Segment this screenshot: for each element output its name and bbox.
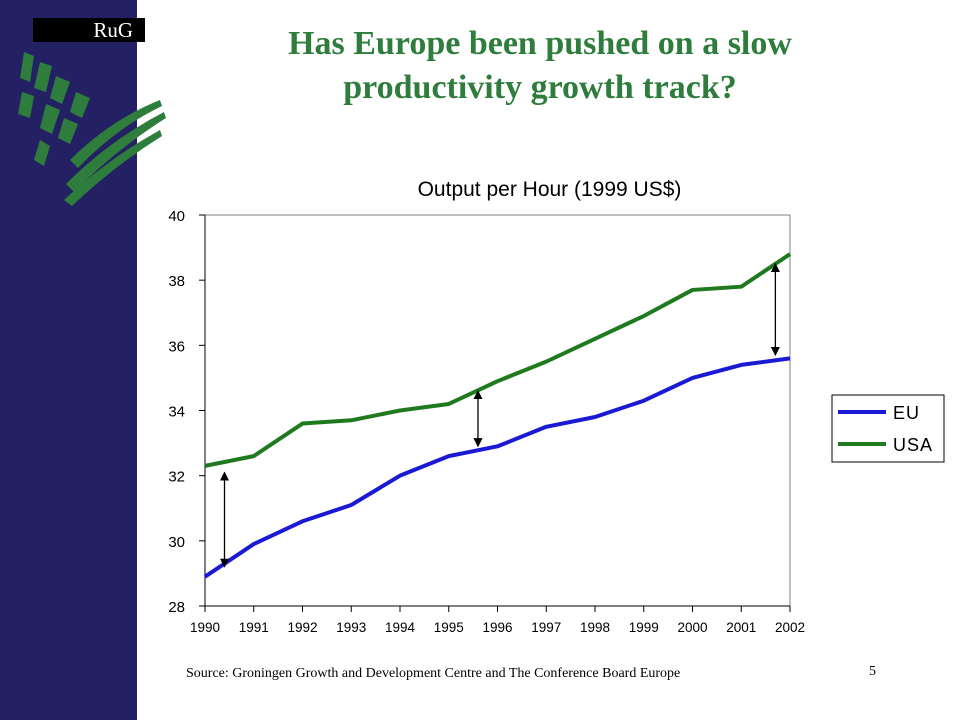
source-note: Source: Groningen Growth and Development… (186, 666, 681, 681)
x-tick-label: 1991 (239, 620, 269, 635)
logo-box (33, 18, 145, 42)
x-tick-label: 1997 (531, 620, 561, 635)
x-tick-label: 1995 (434, 620, 464, 635)
x-tick-label: 2001 (726, 620, 756, 635)
y-tick-label: 38 (168, 273, 185, 290)
plot-area (204, 214, 791, 607)
y-tick-label: 32 (168, 469, 185, 486)
title-line-1: Has Europe been pushed on a slow (288, 25, 792, 62)
slide-title: Has Europe been pushed on a slow product… (160, 22, 920, 110)
x-tick-label: 1992 (287, 620, 317, 635)
chart-title: Output per Hour (1999 US$) (418, 178, 682, 201)
x-tick-label: 1999 (629, 620, 659, 635)
legend-label-eu: EU (893, 403, 920, 423)
x-tick-label: 1994 (385, 620, 416, 635)
legend-box (831, 394, 945, 463)
legend-label-usa: USA (893, 435, 933, 455)
x-tick-label: 2002 (775, 620, 805, 635)
x-tick-label: 1990 (190, 620, 220, 635)
y-tick-label: 28 (168, 599, 185, 616)
x-tick-label: 2000 (677, 620, 707, 635)
x-tick-label: 1998 (580, 620, 610, 635)
rug-logo-text: RuG (93, 18, 133, 42)
rug-logo-leaves (18, 52, 166, 206)
y-tick-label: 30 (168, 534, 185, 551)
series-line-usa (204, 252, 792, 468)
y-tick-label: 34 (168, 404, 185, 421)
title-line-2: productivity growth track? (343, 69, 737, 106)
y-tick-label: 40 (168, 208, 185, 225)
x-tick-label: 1993 (336, 620, 366, 635)
page-number: 5 (869, 664, 876, 679)
y-tick-label: 36 (168, 338, 185, 355)
x-tick-label: 1996 (482, 620, 512, 635)
series-line-eu (203, 356, 791, 579)
